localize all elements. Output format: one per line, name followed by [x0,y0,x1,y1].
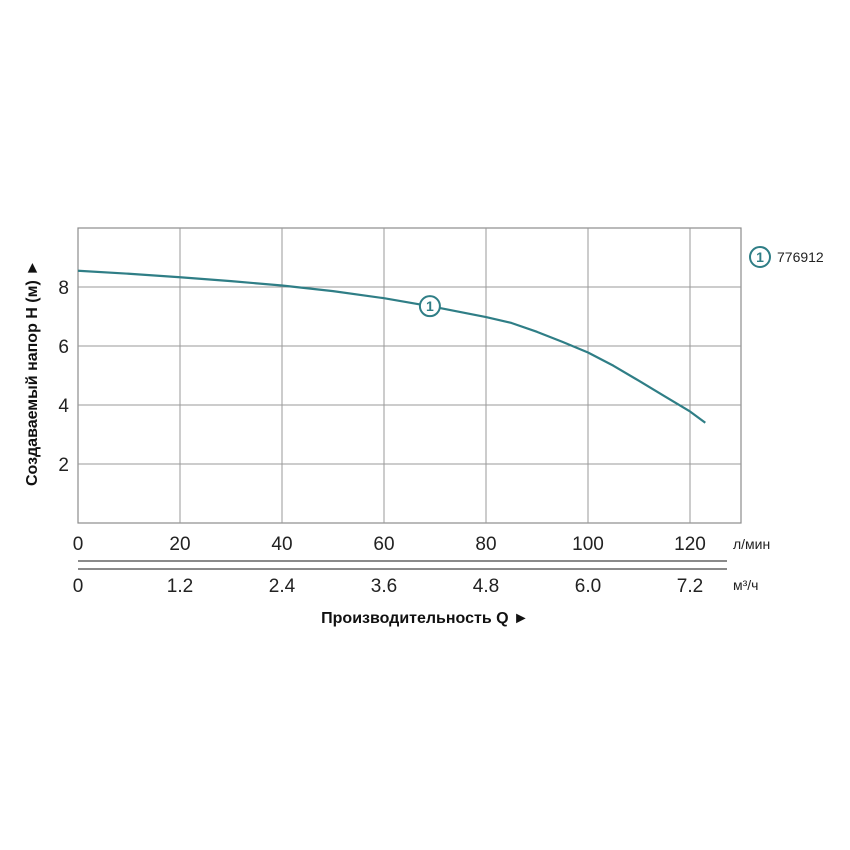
x-tick-label: 120 [674,534,706,555]
x-tick-label: 20 [169,534,190,555]
x-axis-ticks-secondary: 0 1.2 2.4 3.6 4.8 6.0 7.2 [73,568,727,597]
series-marker-label: 1 [426,298,434,314]
y-axis-ticks: 2 4 6 8 [58,278,69,476]
y-tick-label: 6 [58,337,69,358]
legend-marker-number: 1 [756,249,764,265]
x-tick-label: 100 [572,534,604,555]
x-axis-unit-secondary: м³/ч [733,577,758,593]
x2-tick-label: 2.4 [269,576,296,597]
x2-tick-label: 6.0 [575,576,601,597]
legend-series-name: 776912 [777,249,824,265]
x2-tick-label: 0 [73,576,84,597]
x2-tick-label: 3.6 [371,576,397,597]
x-axis-ticks-primary: 0 20 40 60 80 100 120 [73,534,727,562]
x-tick-label: 40 [271,534,292,555]
x-tick-label: 60 [373,534,394,555]
x2-tick-label: 1.2 [167,576,193,597]
x2-tick-label: 4.8 [473,576,499,597]
y-tick-label: 8 [58,278,69,299]
y-axis-title: Создаваемый напор H (м) ► [24,260,41,486]
legend-marker-icon [749,246,771,268]
chart-grid [77,227,742,524]
x-axis-title: Производительность Q ► [321,610,529,627]
x-axis-unit-primary: л/мин [733,536,770,552]
series-layer: 1 [77,269,706,424]
series-line [77,269,706,424]
legend: 1 776912 [749,246,824,268]
series-marker [418,295,441,318]
x-tick-label: 80 [475,534,496,555]
plot-frame [77,227,742,524]
x2-tick-label: 7.2 [677,576,703,597]
y-tick-label: 2 [58,455,69,476]
y-tick-label: 4 [58,396,69,417]
x-tick-label: 0 [73,534,84,555]
